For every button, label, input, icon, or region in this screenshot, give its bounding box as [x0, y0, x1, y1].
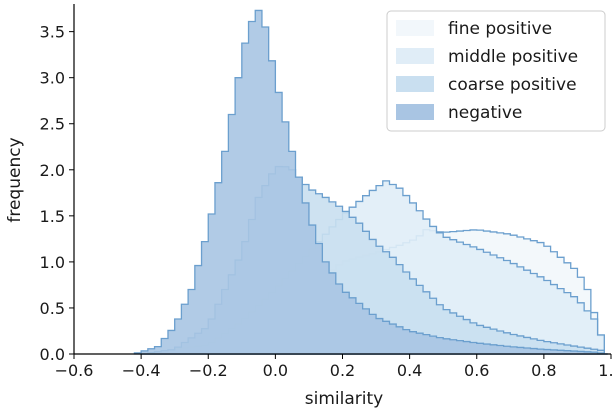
y-tick-label: 3.0 — [40, 69, 65, 88]
y-tick-label: 1.5 — [40, 207, 65, 226]
legend-label: negative — [448, 103, 522, 123]
y-tick-label: 0.5 — [40, 299, 65, 318]
legend-swatch — [396, 48, 434, 64]
x-tick-label: −0.4 — [122, 361, 161, 380]
y-tick-label: 3.5 — [40, 23, 65, 42]
legend-entries: fine positive middle positive coarse posit… — [396, 19, 578, 123]
x-axis-label: similarity — [305, 389, 383, 409]
legend-swatch — [396, 104, 434, 120]
legend-label: fine positive — [448, 19, 552, 39]
legend: fine positive middle positive coarse posit… — [386, 10, 606, 132]
tick-layer: −0.6 −0.4 −0.2 0.0 0.2 0.4 0.6 0.8 1.0 0.0 0.5 1.0 1… — [40, 23, 613, 380]
x-tick-label: 0.6 — [464, 361, 489, 380]
x-tick-label: 0.0 — [263, 361, 288, 380]
x-tick-label: 1.0 — [598, 361, 613, 380]
y-tick-label: 0.0 — [40, 345, 65, 364]
x-tick-label: −0.6 — [55, 361, 94, 380]
legend-swatch — [396, 76, 434, 92]
legend-label: coarse positive — [448, 75, 577, 95]
y-tick-label: 2.5 — [40, 115, 65, 134]
y-tick-label: 1.0 — [40, 253, 65, 272]
histogram-series-3 — [133, 9, 608, 355]
x-tick-label: 0.8 — [531, 361, 556, 380]
y-axis-label: frequency — [5, 137, 25, 222]
legend-frame — [386, 10, 606, 132]
x-tick-label: 0.2 — [330, 361, 355, 380]
y-tick-label: 2.0 — [40, 161, 65, 180]
histogram-series-layer — [133, 9, 608, 355]
x-tick-label: 0.4 — [397, 361, 422, 380]
legend-swatch — [396, 20, 434, 36]
x-tick-label: −0.2 — [189, 361, 228, 380]
legend-label: middle positive — [448, 47, 578, 67]
